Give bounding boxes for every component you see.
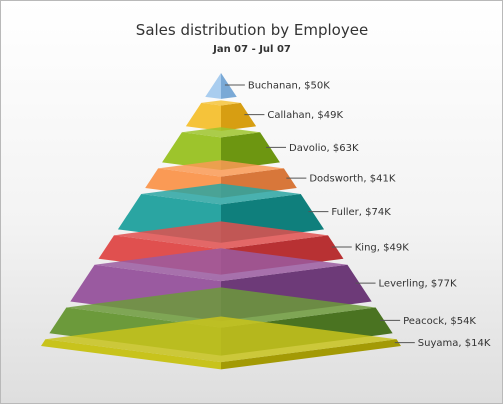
pyramid-layer-callahan-top (201, 100, 241, 106)
data-label-leverling: Leverling, $77K (379, 279, 457, 290)
data-label-dodsworth: Dodsworth, $41K (309, 174, 395, 185)
pyramid-layers (41, 73, 401, 370)
pyramid-layer-peacock-top (66, 287, 376, 328)
data-label-king: King, $49K (355, 243, 409, 254)
pyramid-layer-suyama-left[interactable] (41, 339, 221, 370)
pyramid-layer-buchanan-left[interactable] (205, 73, 221, 99)
data-label-fuller: Fuller, $74K (331, 207, 391, 218)
pyramid-layer-dodsworth-top (158, 160, 284, 177)
pyramid-layer-buchanan-right[interactable] (221, 73, 237, 99)
data-label-suyama: Suyama, $14K (418, 338, 491, 349)
pyramid-layer-suyama-top (45, 316, 397, 363)
pyramid-layer-davolio-left[interactable] (162, 132, 221, 171)
pyramid-layer-leverling-top (94, 248, 348, 282)
pyramid-layer-davolio-top (181, 127, 261, 138)
chart-title: Sales distribution by Employee (136, 21, 368, 39)
pyramid-layer-suyama-right[interactable] (221, 339, 401, 370)
pyramid-layer-callahan-left[interactable] (185, 102, 221, 131)
chart-subtitle: Jan 07 - Jul 07 (212, 44, 291, 55)
data-label-peacock: Peacock, $54K (403, 316, 476, 327)
data-label-davolio: Davolio, $63K (289, 143, 359, 154)
pyramid-labels: Buchanan, $50K Callahan, $49K Davolio, $63… (224, 80, 491, 349)
pyramid-layer-fuller-top (141, 183, 301, 205)
data-label-buchanan: Buchanan, $50K (248, 80, 330, 91)
pyramid-layer-davolio-right[interactable] (221, 132, 280, 171)
pyramid-layer-king-top (113, 221, 329, 250)
pyramid-layer-callahan-right[interactable] (221, 102, 257, 131)
data-label-callahan: Callahan, $49K (267, 110, 343, 121)
